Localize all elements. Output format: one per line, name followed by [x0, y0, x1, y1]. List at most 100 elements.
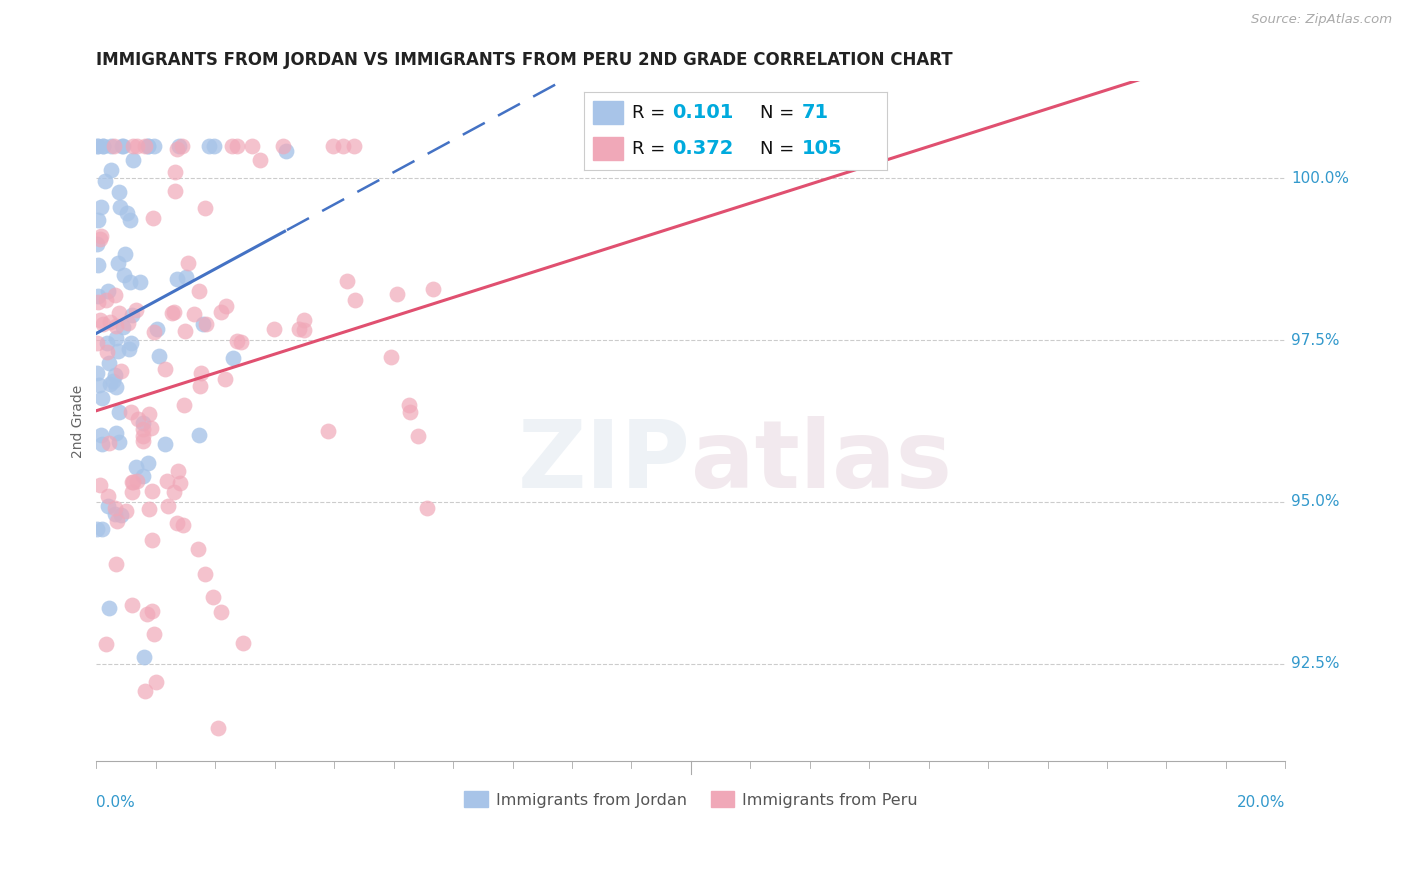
Point	[120, 336, 142, 351]
Point	[193, 317, 215, 331]
Point	[128, 276, 150, 290]
Point	[86, 139, 108, 153]
Point	[225, 139, 247, 153]
Point	[406, 428, 429, 442]
Point	[91, 437, 114, 451]
Point	[96, 335, 118, 350]
Point	[110, 508, 132, 522]
Point	[132, 428, 155, 442]
Point	[139, 421, 162, 435]
Point	[132, 416, 155, 430]
Point	[263, 321, 285, 335]
Point	[176, 256, 198, 270]
Point	[110, 364, 132, 378]
Point	[398, 398, 420, 412]
Point	[143, 139, 166, 153]
Point	[202, 139, 225, 153]
Point	[166, 272, 188, 286]
Point	[202, 590, 225, 604]
Point	[104, 319, 127, 334]
Point	[240, 139, 263, 153]
Point	[89, 232, 111, 246]
Point	[138, 501, 160, 516]
Point	[86, 366, 108, 380]
Point	[132, 468, 155, 483]
Text: 100.0%: 100.0%	[1291, 171, 1350, 186]
Point	[183, 307, 205, 321]
Point	[145, 321, 167, 335]
Point	[91, 139, 114, 153]
Point	[276, 145, 298, 159]
Point	[332, 139, 354, 153]
Point	[115, 504, 138, 518]
Point	[104, 507, 127, 521]
Point	[343, 139, 366, 153]
Point	[118, 275, 141, 289]
Point	[122, 139, 145, 153]
Point	[115, 206, 138, 220]
Point	[125, 475, 148, 489]
Point	[90, 428, 112, 442]
Point	[98, 315, 121, 329]
Point	[165, 184, 187, 198]
Point	[100, 139, 122, 153]
Point	[91, 318, 114, 332]
Point	[134, 649, 156, 664]
Point	[90, 522, 112, 536]
Point	[98, 436, 121, 450]
Point	[121, 599, 143, 613]
Point	[209, 605, 232, 619]
Point	[132, 434, 155, 448]
Point	[86, 139, 108, 153]
Point	[125, 139, 148, 153]
Point	[90, 228, 112, 243]
Point	[316, 424, 339, 438]
Text: 95.0%: 95.0%	[1291, 494, 1340, 509]
Point	[190, 366, 212, 380]
Point	[111, 319, 134, 334]
Point	[167, 139, 190, 153]
Point	[127, 412, 149, 426]
Point	[108, 200, 131, 214]
Point	[96, 345, 118, 359]
Point	[173, 398, 195, 412]
Point	[122, 475, 145, 489]
Point	[104, 500, 127, 515]
Text: atlas: atlas	[690, 416, 952, 508]
Point	[90, 200, 112, 214]
Y-axis label: 2nd Grade: 2nd Grade	[72, 384, 86, 458]
Point	[104, 425, 127, 440]
Point	[122, 153, 145, 167]
Point	[89, 478, 111, 492]
Point	[87, 295, 110, 310]
Point	[86, 522, 108, 536]
Point	[166, 464, 188, 478]
Point	[209, 305, 232, 319]
Point	[97, 356, 120, 370]
Point	[163, 164, 186, 178]
Point	[107, 405, 129, 419]
Point	[136, 607, 159, 622]
Point	[187, 542, 209, 557]
Point	[131, 422, 153, 436]
Point	[170, 139, 193, 153]
Text: 92.5%: 92.5%	[1291, 657, 1340, 671]
Text: 0.0%: 0.0%	[97, 795, 135, 810]
Point	[214, 372, 236, 386]
Point	[415, 501, 437, 516]
Point	[91, 139, 114, 153]
Point	[292, 323, 315, 337]
Text: IMMIGRANTS FROM JORDAN VS IMMIGRANTS FROM PERU 2ND GRADE CORRELATION CHART: IMMIGRANTS FROM JORDAN VS IMMIGRANTS FRO…	[97, 51, 953, 69]
Text: Source: ZipAtlas.com: Source: ZipAtlas.com	[1251, 13, 1392, 27]
Text: 20.0%: 20.0%	[1237, 795, 1285, 810]
Point	[110, 139, 132, 153]
Point	[221, 351, 243, 365]
Point	[138, 139, 160, 153]
Point	[141, 533, 163, 547]
Point	[120, 404, 142, 418]
Point	[162, 306, 184, 320]
Point	[104, 368, 127, 383]
Point	[156, 475, 179, 489]
Point	[271, 139, 294, 153]
Point	[194, 201, 217, 215]
